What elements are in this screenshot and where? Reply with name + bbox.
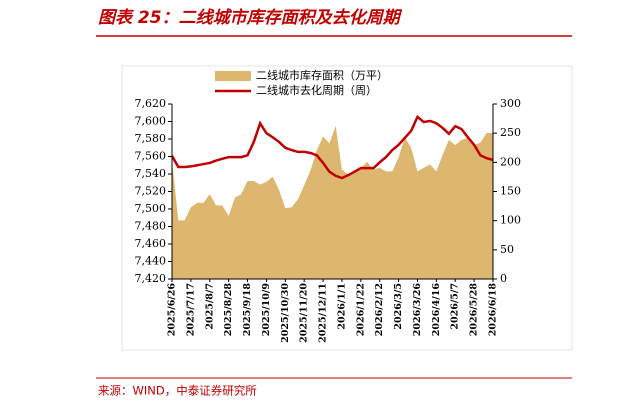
x-tick-label: 2025/10/9 — [261, 283, 272, 337]
y2-tick-label: 100 — [500, 214, 521, 227]
x-tick-label: 2026/6/18 — [488, 283, 499, 337]
x-tick-label: 2025/8/7 — [204, 283, 215, 330]
x-tick-label: 2025/12/11 — [318, 283, 329, 343]
y2-tick-label: 50 — [500, 243, 514, 256]
x-tick-label: 2026/1/1 — [336, 283, 347, 330]
x-tick-label: 2026/5/7 — [450, 283, 461, 330]
y-tick-label: 7,440 — [135, 255, 167, 268]
x-tick-label: 2025/8/28 — [223, 283, 234, 337]
y-tick-label: 7,480 — [135, 220, 167, 233]
x-tick-label: 2025/7/17 — [185, 283, 196, 336]
legend-label: 二线城市库存面积（万平） — [256, 68, 388, 82]
x-tick-label: 2026/1/22 — [355, 283, 366, 336]
source: 来源：WIND，中泰证券研究所 — [98, 384, 257, 398]
x-tick-label: 2025/6/26 — [167, 283, 178, 337]
y-tick-label: 7,420 — [135, 272, 167, 285]
chart-title: 图表 25：二线城市库存面积及去化周期 — [98, 8, 403, 28]
y-tick-label: 7,460 — [135, 237, 167, 250]
y2-tick-label: 300 — [500, 97, 521, 110]
y-tick-label: 7,540 — [135, 167, 167, 180]
x-tick-label: 2025/9/18 — [242, 283, 253, 337]
y2-tick-label: 200 — [500, 155, 521, 168]
x-tick-label: 2026/2/12 — [374, 283, 385, 336]
x-tick-label: 2025/11/20 — [299, 283, 310, 343]
legend-swatch — [215, 71, 251, 81]
y2-tick-label: 150 — [500, 185, 521, 198]
y-tick-label: 7,580 — [135, 132, 167, 145]
y2-tick-label: 250 — [500, 126, 521, 139]
x-tick-label: 2026/3/26 — [412, 283, 423, 337]
x-tick-label: 2026/3/5 — [393, 283, 404, 330]
y-tick-label: 7,600 — [135, 115, 167, 128]
x-tick-label: 2026/4/16 — [431, 283, 442, 337]
x-tick-label: 2025/10/30 — [280, 283, 291, 343]
y-tick-label: 7,560 — [135, 150, 167, 163]
line — [170, 114, 494, 180]
y-tick-label: 7,520 — [135, 185, 167, 198]
y-tick-label: 7,500 — [135, 202, 167, 215]
y-tick-label: 7,620 — [135, 97, 167, 110]
legend-label: 二线城市去化周期（周） — [256, 83, 377, 97]
x-tick-label: 2026/5/28 — [469, 283, 480, 337]
area — [172, 125, 493, 279]
y2-tick-label: 0 — [500, 272, 507, 285]
